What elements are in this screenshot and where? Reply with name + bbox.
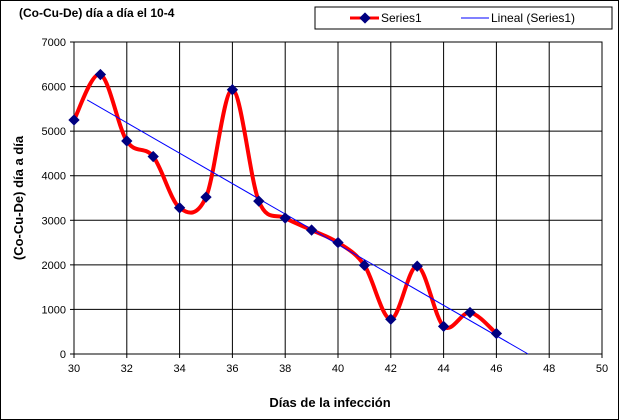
x-tick-label: 48: [543, 363, 555, 375]
x-tick-label: 32: [121, 363, 133, 375]
data-point-marker: [437, 320, 450, 333]
y-tick-label: 3000: [42, 215, 66, 227]
y-tick-label: 0: [60, 349, 66, 361]
legend: Series1 Lineal (Series1): [314, 6, 613, 30]
data-point-marker: [385, 313, 397, 325]
x-tick-label: 46: [490, 363, 502, 375]
data-point-marker: [147, 150, 159, 163]
legend-series1-label: Series1: [381, 11, 422, 25]
data-point-marker: [464, 306, 476, 319]
x-tick-label: 42: [385, 363, 397, 375]
x-axis-ticks: 30 32 34 36 38 40 42 44 46 48 50: [68, 354, 608, 375]
series1-line: [72, 72, 498, 336]
data-point-marker: [332, 236, 344, 249]
y-tick-label: 7000: [42, 37, 66, 49]
x-tick-label: 50: [596, 363, 608, 375]
data-point-marker: [173, 202, 186, 214]
y-axis-label: (Co-Cu-De) día a día: [11, 135, 26, 260]
x-axis-label: Días de la infección: [269, 395, 390, 410]
data-point-marker: [200, 191, 212, 203]
x-tick-label: 40: [332, 363, 344, 375]
y-tick-label: 2000: [42, 260, 66, 272]
x-tick-label: 30: [68, 363, 80, 375]
y-tick-label: 5000: [42, 126, 66, 138]
chart-title: (Co-Cu-De) día a día el 10-4: [19, 6, 175, 20]
data-point-marker: [490, 327, 503, 340]
x-tick-label: 38: [279, 363, 291, 375]
data-point-marker: [279, 212, 291, 224]
x-tick-label: 36: [226, 363, 238, 375]
x-tick-label: 44: [437, 363, 449, 375]
legend-trendline-label: Lineal (Series1): [491, 11, 575, 25]
data-point-marker: [305, 224, 318, 236]
data-point-marker: [358, 259, 371, 271]
x-tick-label: 34: [173, 363, 185, 375]
y-axis-ticks: 0 1000 2000 3000 4000 5000 6000 7000: [42, 37, 74, 361]
trendline: [86, 99, 529, 355]
y-tick-label: 1000: [42, 304, 66, 316]
data-point-marker: [411, 260, 423, 272]
y-tick-label: 4000: [42, 171, 66, 183]
data-point-marker: [253, 195, 265, 207]
y-tick-label: 6000: [42, 82, 66, 94]
